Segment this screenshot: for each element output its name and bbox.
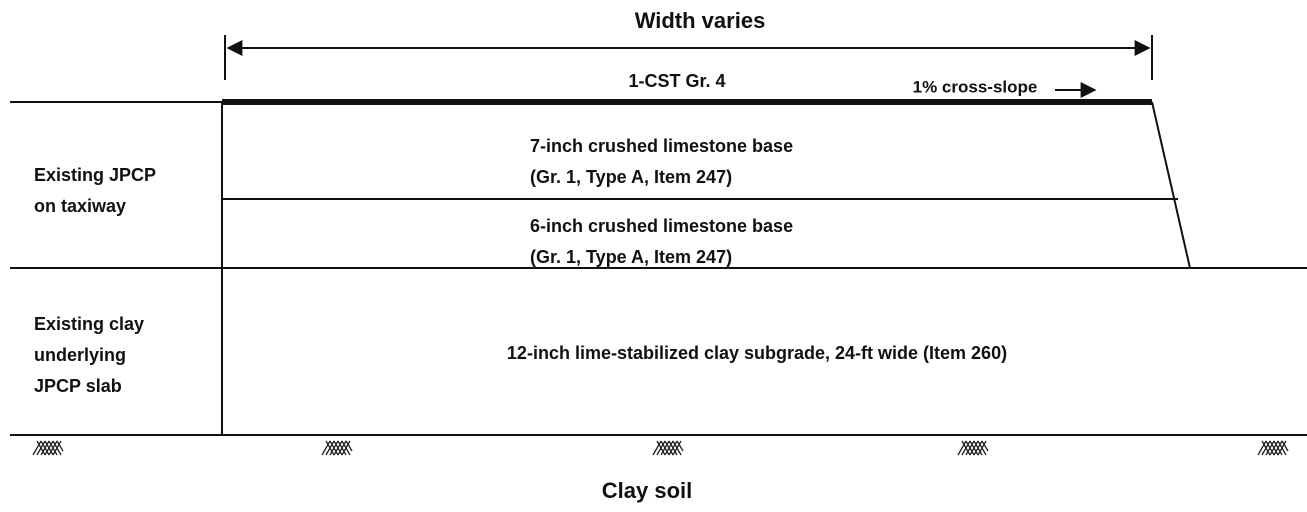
soil-hatch [652,440,684,456]
existing-label: JPCP slab [34,376,122,396]
existing-label: underlying [34,345,126,365]
existing-label: on taxiway [34,196,126,216]
dimension-label: Width varies [635,8,766,33]
side-slope [1151,101,1191,269]
slope-label: 1% cross-slope [913,77,1038,96]
layer-label: 12-inch lime-stabilized clay subgrade, 2… [507,343,1007,363]
layer-label: 6-inch crushed limestone base [530,216,793,236]
surface-label: 1-CST Gr. 4 [628,71,725,91]
soil-hatch [1257,440,1289,456]
existing-label: Existing clay [34,314,144,334]
soil-hatch [957,440,989,456]
existing-label: Existing JPCP [34,165,156,185]
layer-label: (Gr. 1, Type A, Item 247) [530,247,732,267]
layer-label: (Gr. 1, Type A, Item 247) [530,167,732,187]
soil-hatch [321,440,353,456]
soil-hatch [32,440,64,456]
layer-label: 7-inch crushed limestone base [530,136,793,156]
foundation-label: Clay soil [602,478,692,503]
